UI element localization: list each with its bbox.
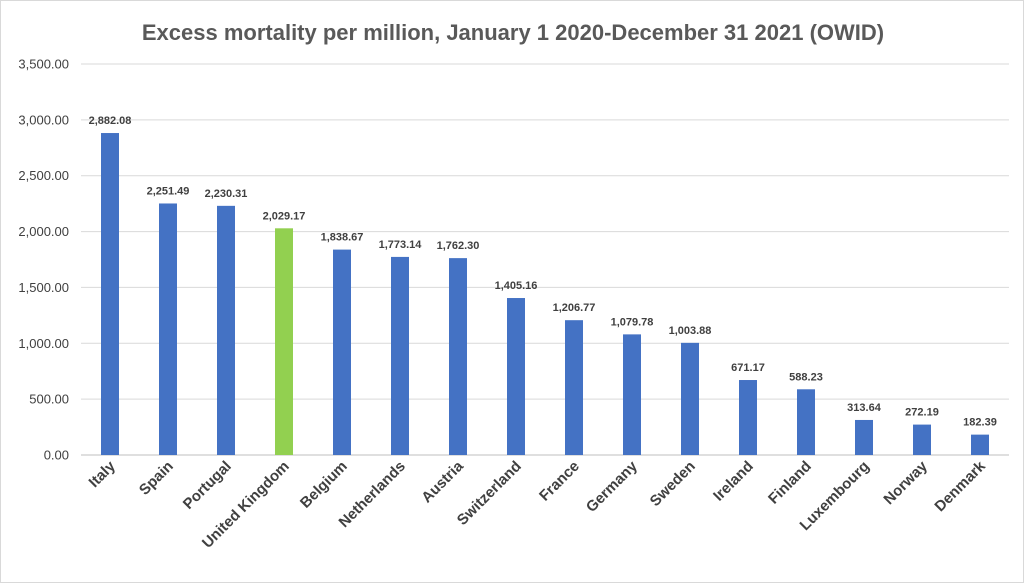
bar-norway [913, 424, 931, 455]
data-label: 1,079.78 [611, 316, 654, 328]
y-tick-label: 2,500.00 [18, 168, 69, 183]
bar-ireland [739, 380, 757, 455]
bar-portugal [217, 205, 235, 455]
bar-france [565, 320, 583, 455]
gridlines [81, 63, 1009, 456]
y-tick-label: 0.00 [44, 448, 69, 463]
y-tick-label: 500.00 [29, 392, 69, 407]
bar-netherlands [391, 256, 409, 455]
data-labels: 2,882.08 2,251.49 2,230.31 2,029.17 1,838.67… [89, 115, 997, 429]
x-tick-label: Germany [583, 457, 641, 515]
x-tick-label: Finland [765, 458, 815, 508]
data-label: 1,003.88 [669, 325, 712, 337]
y-axis-ticks: 0.00 500.00 1,000.00 1,500.00 2,000.00 2,500.… [18, 57, 69, 463]
bar-austria [449, 258, 467, 455]
x-tick-label: Portugal [180, 458, 235, 513]
y-tick-label: 3,500.00 [18, 57, 69, 72]
bar-luxembourg [855, 419, 873, 455]
y-tick-label: 1,000.00 [18, 336, 69, 351]
data-label: 2,882.08 [89, 115, 132, 127]
bar-switzerland [507, 298, 525, 455]
data-label: 1,838.67 [321, 232, 364, 244]
x-tick-label: France [536, 458, 583, 505]
bar-spain [159, 203, 177, 455]
x-tick-label: Sweden [647, 458, 699, 510]
data-label: 2,230.31 [205, 188, 248, 200]
data-label: 1,206.77 [553, 302, 596, 314]
data-label: 1,773.14 [379, 239, 423, 251]
data-label: 313.64 [847, 402, 882, 414]
y-tick-label: 1,500.00 [18, 280, 69, 295]
x-tick-label: Italy [86, 457, 120, 491]
data-label: 1,762.30 [437, 240, 480, 252]
x-tick-label: Austria [418, 457, 467, 506]
bars [101, 133, 989, 455]
x-tick-label: Spain [136, 458, 177, 499]
chart-title: Excess mortality per million, January 1 … [142, 20, 884, 45]
data-label: 671.17 [731, 362, 765, 374]
data-label: 1,405.16 [495, 280, 538, 292]
x-tick-label: Denmark [931, 457, 989, 515]
data-label: 2,029.17 [263, 210, 306, 222]
data-label: 182.39 [963, 417, 997, 429]
x-tick-label: Norway [880, 457, 931, 508]
data-label: 588.23 [789, 371, 823, 383]
x-tick-label: Ireland [710, 458, 757, 505]
y-tick-label: 3,000.00 [18, 112, 69, 127]
bar-germany [623, 334, 641, 455]
bar-denmark [971, 434, 989, 455]
data-label: 272.19 [905, 407, 939, 419]
data-label: 2,251.49 [147, 185, 190, 197]
bar-belgium [333, 249, 351, 455]
y-tick-label: 2,000.00 [18, 224, 69, 239]
bar-finland [797, 389, 815, 455]
x-tick-label: Belgium [297, 458, 351, 512]
bar-sweden [681, 342, 699, 455]
bar-italy [101, 133, 119, 455]
bar-united-kingdom [275, 228, 293, 455]
